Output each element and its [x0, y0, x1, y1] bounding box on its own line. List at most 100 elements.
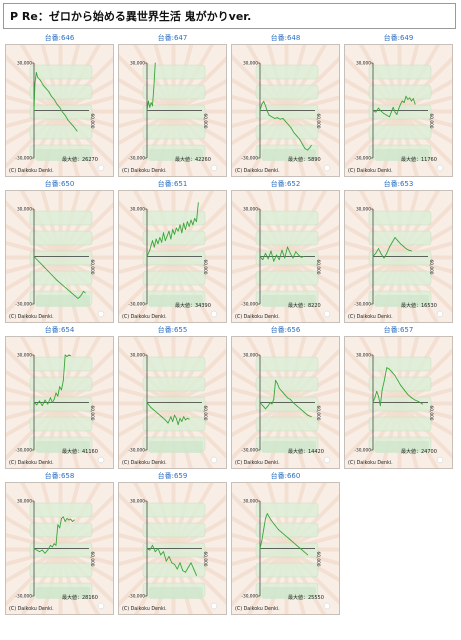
machine-number-label[interactable]: 台番:648: [270, 34, 301, 42]
data-point: [196, 574, 197, 576]
data-point: [378, 107, 379, 109]
machine-number-label[interactable]: 台番:660: [270, 472, 301, 480]
data-point: [33, 256, 35, 257]
slump-line: [146, 402, 190, 426]
data-point: [35, 72, 37, 73]
data-point: [277, 529, 279, 530]
data-point: [187, 567, 189, 568]
y-tick-label-top: 30,000: [130, 353, 145, 359]
y-tick-label-top: 30,000: [130, 499, 145, 505]
data-point: [160, 554, 162, 556]
data-point: [55, 392, 57, 394]
machine-number-label[interactable]: 台番:650: [44, 180, 75, 188]
copyright-text: (C) Daikoku Denki.: [9, 461, 54, 466]
data-point: [70, 355, 72, 357]
machine-number-label[interactable]: 台番:646: [44, 34, 75, 42]
background-decoration: [6, 337, 113, 468]
background-decoration: [119, 191, 226, 322]
data-point: [36, 549, 38, 551]
data-point: [259, 256, 261, 257]
y-tick-label-top: 30,000: [17, 61, 32, 67]
x-tick-label-end: 60,000: [428, 114, 434, 129]
data-point: [153, 409, 155, 411]
data-point: [185, 571, 186, 573]
data-point: [50, 397, 51, 399]
machine-number-label[interactable]: 台番:647: [157, 34, 188, 42]
data-point: [153, 86, 155, 88]
data-point: [296, 135, 298, 137]
x-tick-label-end: 60,000: [428, 260, 434, 275]
y-tick-label-top: 30,000: [356, 207, 371, 213]
data-point: [295, 251, 297, 253]
y-tick-label-top: 30,000: [243, 207, 258, 213]
background-decoration: [232, 45, 339, 176]
data-point: [391, 241, 393, 243]
chart-panel: 30,000 -30,000 60,000 最大値：5890 (C) Daikoku D…: [231, 44, 340, 177]
data-point: [81, 294, 83, 295]
data-point: [66, 356, 68, 358]
data-point: [149, 249, 151, 251]
data-point: [279, 118, 281, 120]
max-value-label: 最大値：24700: [401, 449, 437, 455]
machine-number-label[interactable]: 台番:649: [383, 34, 414, 42]
data-point: [47, 549, 49, 551]
y-tick-label-bottom: -30,000: [128, 156, 145, 162]
data-point: [61, 111, 63, 113]
chart-cell: 台番:652 30,000 -30,000 60,000 最大値：8220 (C) Dai…: [230, 180, 341, 325]
data-point: [70, 518, 72, 520]
data-point: [159, 237, 161, 238]
chart-cell: 台番:646 30,000 -30,000 60,000 最大値：26270 (C) Da…: [4, 34, 115, 179]
data-point: [161, 416, 163, 418]
y-tick-label-bottom: -30,000: [128, 448, 145, 454]
data-point: [190, 219, 192, 221]
data-point: [300, 256, 302, 258]
data-point: [197, 202, 199, 204]
machine-number-label[interactable]: 台番:653: [383, 180, 414, 188]
data-point: [84, 292, 86, 294]
data-point: [38, 260, 40, 262]
data-point: [196, 221, 197, 223]
machine-number-label[interactable]: 台番:657: [383, 326, 414, 334]
data-point: [164, 240, 166, 242]
machine-number-label[interactable]: 台番:658: [44, 472, 75, 480]
data-point: [177, 424, 179, 426]
machine-number-label[interactable]: 台番:659: [157, 472, 188, 480]
background-decoration: [232, 337, 339, 468]
data-point: [310, 416, 312, 418]
y-tick-label-bottom: -30,000: [241, 156, 258, 162]
chart-panel: 30,000 -30,000 60,000 最大値：34390 (C) Daikoku …: [118, 190, 227, 323]
data-point: [67, 119, 69, 121]
machine-number-label[interactable]: 台番:654: [44, 326, 75, 334]
machine-number-label[interactable]: 台番:651: [157, 180, 188, 188]
slump-graph: 30,000 -30,000 60,000: [6, 45, 113, 176]
chart-cell: 台番:653 30,000 -30,000 60,000 最大値：16530 (C) Da…: [343, 180, 454, 325]
y-tick-label-top: 30,000: [17, 499, 32, 505]
data-point: [307, 554, 309, 556]
x-tick-label-end: 60,000: [89, 552, 95, 567]
data-point: [389, 246, 390, 248]
max-value-label: 最大値：34390: [175, 303, 211, 309]
data-point: [378, 248, 379, 250]
data-point: [307, 414, 309, 416]
data-point: [186, 221, 188, 223]
data-point: [50, 95, 52, 97]
data-point: [166, 235, 168, 237]
data-point: [65, 287, 67, 289]
data-point: [68, 354, 70, 356]
data-point: [374, 397, 376, 399]
data-point: [83, 290, 84, 292]
data-point: [386, 367, 388, 369]
data-point: [64, 521, 66, 523]
data-point: [259, 548, 261, 549]
slump-line: [146, 202, 199, 257]
machine-number-label[interactable]: 台番:656: [270, 326, 301, 334]
slump-graph: 30,000 -30,000 60,000: [6, 483, 113, 614]
data-point: [309, 146, 311, 148]
y-tick-label-top: 30,000: [17, 353, 32, 359]
machine-number-label[interactable]: 台番:655: [157, 326, 188, 334]
machine-number-label[interactable]: 台番:652: [270, 180, 301, 188]
chart-cell: 台番:660 30,000 -30,000 60,000 最大値：25550 (C) Da…: [230, 472, 341, 617]
data-point: [261, 540, 263, 542]
data-point: [51, 546, 53, 548]
data-point: [261, 103, 263, 105]
